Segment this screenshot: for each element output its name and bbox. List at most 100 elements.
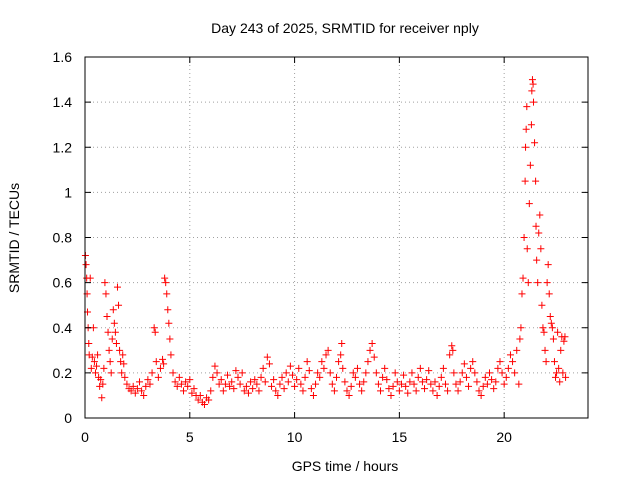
data-point	[368, 340, 376, 348]
data-point	[118, 369, 126, 377]
data-point	[93, 362, 101, 370]
y-tick-label: 0.2	[53, 365, 73, 381]
data-point	[366, 346, 374, 354]
data-point	[358, 387, 366, 395]
data-point	[552, 373, 560, 381]
data-point	[305, 367, 313, 375]
data-point	[395, 387, 403, 395]
data-point	[528, 76, 536, 84]
data-point	[159, 355, 167, 363]
data-point	[488, 376, 496, 384]
data-point	[244, 389, 252, 397]
data-point	[167, 351, 175, 359]
data-point	[105, 346, 113, 354]
data-point	[112, 340, 120, 348]
data-point	[171, 378, 179, 386]
data-point	[163, 290, 171, 298]
data-point	[161, 274, 169, 282]
data-point	[402, 382, 410, 390]
y-tick-label: 0.8	[53, 230, 73, 246]
x-tick-label: 5	[186, 429, 194, 445]
data-point	[548, 324, 556, 332]
data-point	[324, 346, 332, 354]
data-point	[406, 378, 414, 386]
data-points	[81, 76, 570, 408]
data-point	[268, 382, 276, 390]
y-tick-label: 0.4	[53, 320, 73, 336]
data-point	[207, 387, 215, 395]
data-point	[162, 279, 170, 287]
data-point	[272, 387, 280, 395]
data-point	[270, 376, 278, 384]
data-point	[544, 261, 552, 269]
data-point	[309, 391, 317, 399]
data-point	[515, 380, 523, 388]
data-point	[98, 394, 106, 402]
data-point	[560, 337, 568, 345]
data-point	[213, 369, 221, 377]
data-point	[547, 319, 555, 327]
data-point	[102, 290, 110, 298]
data-point	[561, 333, 569, 341]
data-point	[94, 351, 102, 359]
data-point	[362, 369, 370, 377]
data-point	[391, 369, 399, 377]
data-point	[557, 346, 565, 354]
data-point	[370, 353, 378, 361]
data-point	[448, 342, 456, 350]
data-point	[160, 360, 168, 368]
data-point	[205, 396, 213, 404]
data-point	[337, 351, 345, 359]
data-point	[416, 364, 424, 372]
data-point	[215, 380, 223, 388]
data-point	[353, 364, 361, 372]
data-point	[502, 373, 510, 381]
data-point	[111, 328, 119, 336]
axis-ticks	[84, 56, 588, 419]
data-point	[288, 371, 296, 379]
data-point	[257, 373, 265, 381]
data-point	[435, 382, 443, 390]
data-point	[307, 385, 315, 393]
data-point	[101, 279, 109, 287]
data-point	[89, 324, 97, 332]
data-point	[374, 380, 382, 388]
data-point	[127, 387, 135, 395]
data-point	[326, 369, 334, 377]
data-point	[477, 391, 485, 399]
data-point	[200, 400, 208, 408]
data-point	[483, 380, 491, 388]
data-point	[465, 382, 473, 390]
data-point	[377, 387, 385, 395]
data-point	[129, 382, 137, 390]
data-point	[562, 373, 570, 381]
data-point	[556, 378, 564, 386]
data-point	[303, 358, 311, 366]
data-point	[232, 367, 240, 375]
data-point	[511, 369, 519, 377]
data-point	[107, 369, 115, 377]
data-point	[454, 387, 462, 395]
data-point	[444, 387, 452, 395]
data-point	[523, 245, 531, 253]
data-point	[314, 369, 322, 377]
data-point	[481, 373, 489, 381]
data-point	[169, 369, 177, 377]
data-point	[278, 373, 286, 381]
data-point	[86, 274, 94, 282]
data-point	[240, 387, 248, 395]
data-point	[400, 371, 408, 379]
data-point	[184, 382, 192, 390]
data-point	[90, 358, 98, 366]
data-point	[446, 351, 454, 359]
data-point	[393, 378, 401, 386]
data-point	[529, 80, 537, 88]
data-point	[542, 358, 550, 366]
data-point	[301, 373, 309, 381]
data-point	[456, 378, 464, 386]
data-point	[121, 373, 129, 381]
data-point	[131, 389, 139, 397]
y-tick-label: 0	[64, 410, 72, 426]
data-point	[339, 364, 347, 372]
data-point	[540, 328, 548, 336]
